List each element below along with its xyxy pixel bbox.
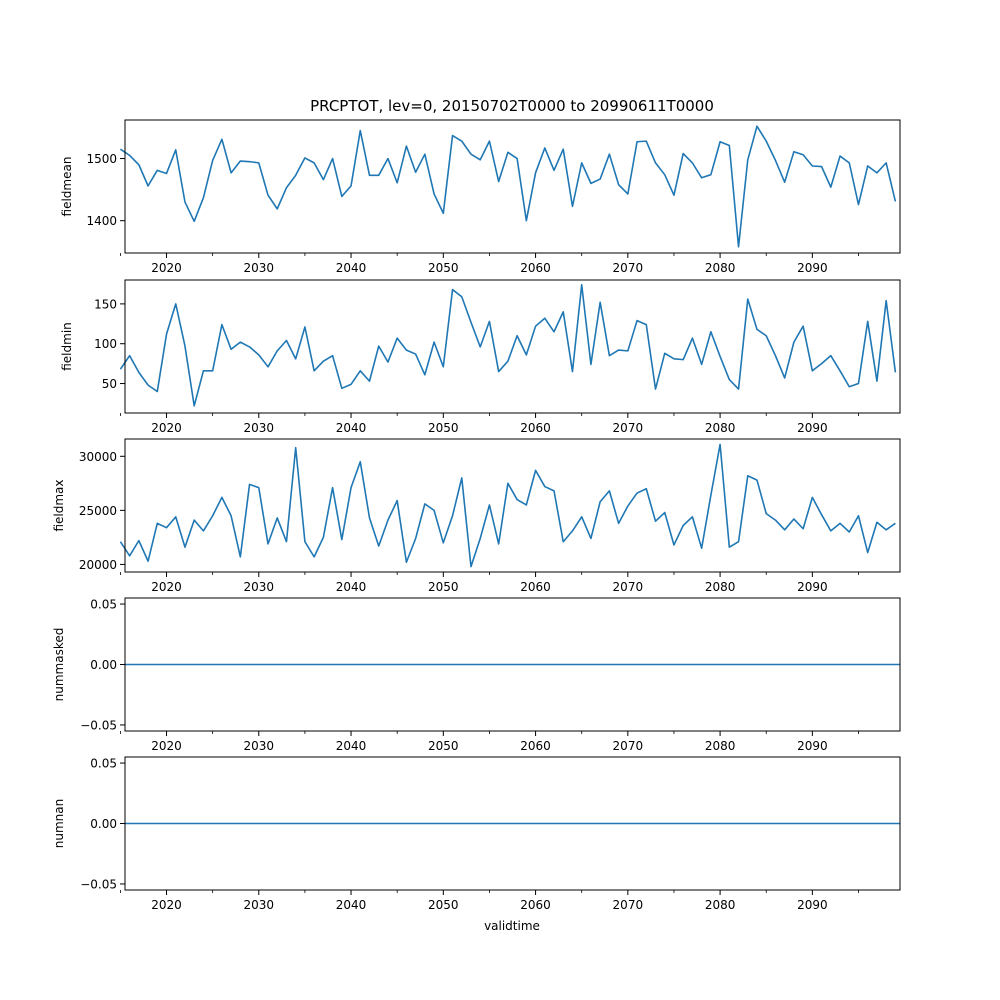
x-tick-label: 2070	[613, 739, 644, 753]
x-tick-label: 2060	[520, 580, 551, 594]
x-tick-label: 2040	[336, 261, 367, 275]
y-tick-label: 0.00	[90, 658, 117, 672]
x-tick-label: 2050	[428, 261, 459, 275]
y-axis-label-fieldmean: fieldmean	[60, 157, 74, 217]
x-tick-label: 2030	[244, 580, 275, 594]
y-tick-label: 150	[94, 297, 117, 311]
x-tick-label: 2080	[705, 580, 736, 594]
subplot-nummasked: 2020 2030 2040 2050 2060 2070 2080 2090 −0.05 0.0…	[52, 597, 901, 753]
x-tick-label: 2050	[428, 898, 459, 912]
y-tick-label: 100	[94, 337, 117, 351]
x-tick-label: 2030	[244, 261, 275, 275]
y-axis-label-numnan: numnan	[52, 799, 66, 848]
x-tick-label: 2080	[705, 261, 736, 275]
x-tick-label: 2050	[428, 739, 459, 753]
y-axis-label-fieldmin: fieldmin	[60, 322, 74, 371]
y-tick-label: 1400	[86, 214, 117, 228]
y-axis-label-nummasked: nummasked	[52, 628, 66, 702]
x-tick-label: 2060	[520, 261, 551, 275]
series-line-fieldmean	[119, 125, 897, 248]
x-tick-label: 2020	[151, 421, 182, 435]
x-tick-label: 2020	[151, 739, 182, 753]
y-tick-label: 50	[102, 377, 117, 391]
x-tick-label: 2020	[151, 898, 182, 912]
y-tick-label: 30000	[79, 450, 117, 464]
x-tick-label: 2090	[797, 421, 828, 435]
x-tick-label: 2050	[428, 421, 459, 435]
series-line-fieldmax	[119, 443, 896, 568]
x-tick-label: 2040	[336, 580, 367, 594]
x-tick-label: 2020	[151, 580, 182, 594]
x-tick-label: 2040	[336, 739, 367, 753]
y-tick-label: 25000	[79, 504, 117, 518]
x-tick-label: 2020	[151, 261, 182, 275]
y-tick-label: 0.05	[90, 757, 117, 771]
subplot-fieldmean: 2020 2030 2040 2050 2060 2070 2080 2090 1400 1500…	[60, 119, 901, 275]
x-tick-label: 2040	[336, 898, 367, 912]
x-tick-label: 2070	[613, 421, 644, 435]
x-tick-label: 2070	[613, 580, 644, 594]
y-tick-label: 1500	[86, 152, 117, 166]
subplot-fieldmax: 2020 2030 2040 2050 2060 2070 2080 2090 20000 250…	[52, 438, 901, 594]
x-tick-label: 2090	[797, 261, 828, 275]
subplot-numnan: 2020 2030 2040 2050 2060 2070 2080 2090 −0.05 0.0…	[52, 756, 901, 912]
x-tick-label: 2060	[520, 898, 551, 912]
subplot-fieldmin: 2020 2030 2040 2050 2060 2070 2080 2090 50 100 150…	[60, 279, 901, 435]
x-tick-label: 2080	[705, 421, 736, 435]
subplots: 2020 2030 2040 2050 2060 2070 2080 209014001500…	[52, 119, 901, 912]
y-tick-label: 0.05	[90, 598, 117, 612]
axes-frame	[124, 119, 901, 254]
y-tick-label: 0.00	[90, 817, 117, 831]
y-tick-label: −0.05	[80, 718, 117, 732]
x-tick-label: 2060	[520, 739, 551, 753]
y-tick-label: 20000	[79, 558, 117, 572]
axes-frame	[124, 438, 901, 573]
chart-title: PRCPTOT, lev=0, 20150702T0000 to 2099061…	[310, 97, 714, 115]
y-tick-label: −0.05	[80, 877, 117, 891]
x-tick-label: 2030	[244, 739, 275, 753]
x-tick-label: 2090	[797, 739, 828, 753]
series-line-fieldmin	[119, 283, 897, 407]
y-axis-label-fieldmax: fieldmax	[52, 479, 66, 531]
x-tick-label: 2090	[797, 898, 828, 912]
x-tick-label: 2070	[613, 898, 644, 912]
x-tick-label: 2060	[520, 421, 551, 435]
x-tick-label: 2090	[797, 580, 828, 594]
x-tick-label: 2050	[428, 580, 459, 594]
x-tick-label: 2080	[705, 898, 736, 912]
x-tick-label: 2030	[244, 898, 275, 912]
axes-frame	[124, 279, 901, 414]
x-tick-label: 2070	[613, 261, 644, 275]
x-tick-label: 2030	[244, 421, 275, 435]
x-tick-label: 2040	[336, 421, 367, 435]
x-tick-label: 2080	[705, 739, 736, 753]
x-axis-label: validtime	[484, 919, 540, 933]
